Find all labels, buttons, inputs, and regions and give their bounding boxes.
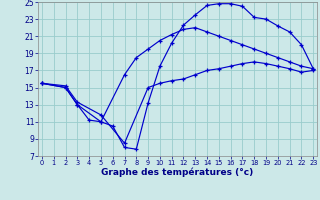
X-axis label: Graphe des températures (°c): Graphe des températures (°c) (101, 168, 254, 177)
